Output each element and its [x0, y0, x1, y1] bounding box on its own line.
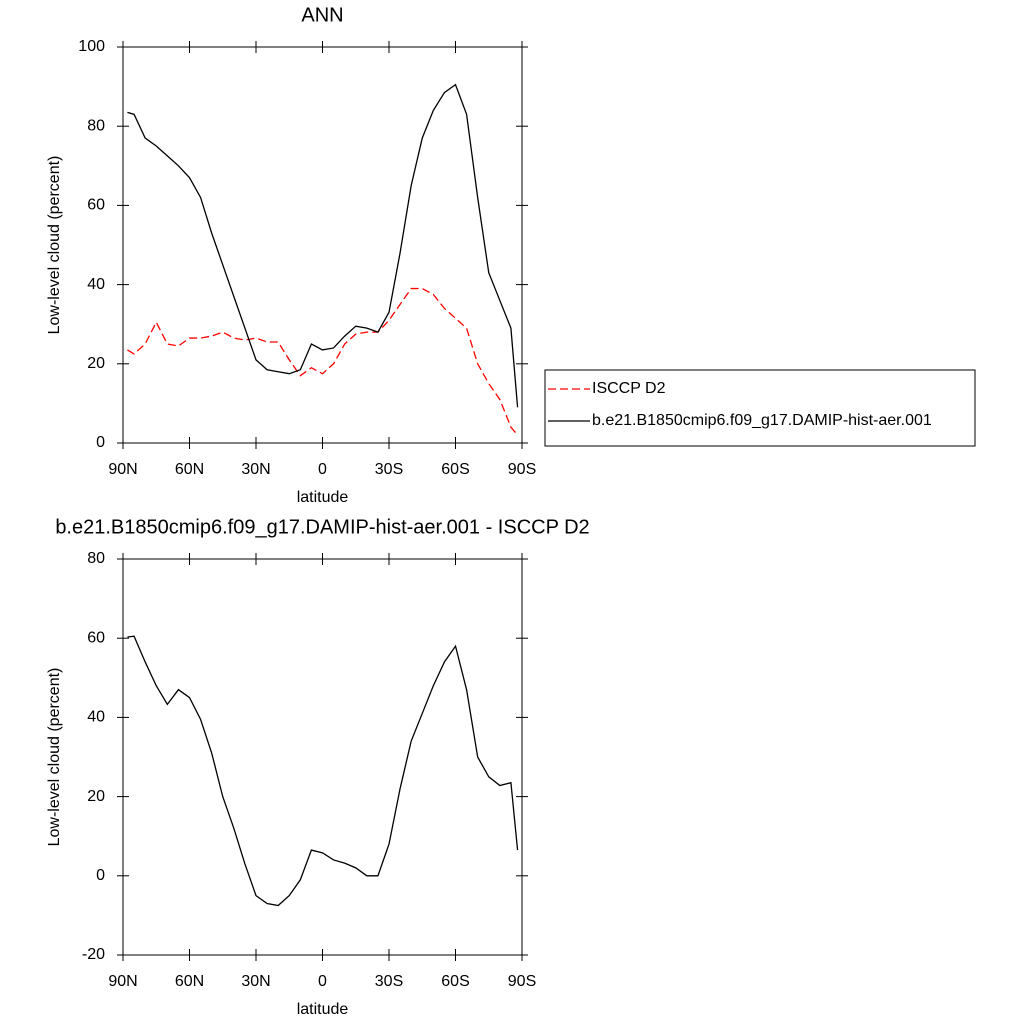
x-tick-label: 90S [508, 973, 536, 990]
y-axis-label: Low-level cloud (percent) [46, 156, 63, 335]
x-tick-label: 60S [441, 973, 469, 990]
plot-frame [122, 46, 523, 444]
y-tick-label: 20 [87, 788, 105, 805]
x-axis-label: latitude [297, 489, 349, 506]
x-tick-label: 30N [241, 461, 270, 478]
legend-label: ISCCP D2 [592, 380, 666, 397]
x-tick-label: 90S [508, 461, 536, 478]
x-axis-label: latitude [297, 1001, 349, 1018]
data-line [127, 287, 519, 436]
data-line [127, 83, 519, 408]
data-line [127, 635, 519, 907]
x-tick-label: 60N [175, 461, 204, 478]
x-tick-label: 30N [241, 973, 270, 990]
x-tick-label: 30S [375, 973, 403, 990]
y-tick-label: 80 [87, 117, 105, 134]
legend-label: b.e21.B1850cmip6.f09_g17.DAMIP-hist-aer.… [592, 412, 932, 429]
y-tick-label: 80 [87, 550, 105, 567]
y-tick-label: -20 [82, 946, 105, 963]
y-tick-label: 40 [87, 276, 105, 293]
y-tick-label: 40 [87, 709, 105, 726]
legend-box [544, 369, 976, 447]
x-tick-label: 90N [108, 973, 137, 990]
x-tick-label: 0 [318, 973, 327, 990]
x-tick-label: 60S [441, 461, 469, 478]
y-tick-label: 60 [87, 197, 105, 214]
y-axis-label: Low-level cloud (percent) [46, 668, 63, 847]
x-tick-label: 90N [108, 461, 137, 478]
y-tick-label: 20 [87, 355, 105, 372]
y-tick-label: 0 [96, 867, 105, 884]
x-tick-label: 30S [375, 461, 403, 478]
x-tick-label: 60N [175, 973, 204, 990]
y-tick-label: 100 [78, 38, 105, 55]
chart-title: b.e21.B1850cmip6.f09_g17.DAMIP-hist-aer.… [55, 516, 589, 538]
y-tick-label: 0 [96, 434, 105, 451]
y-tick-label: 60 [87, 629, 105, 646]
chart-title: ANN [301, 4, 343, 26]
plot-frame [122, 558, 523, 956]
x-tick-label: 0 [318, 461, 327, 478]
